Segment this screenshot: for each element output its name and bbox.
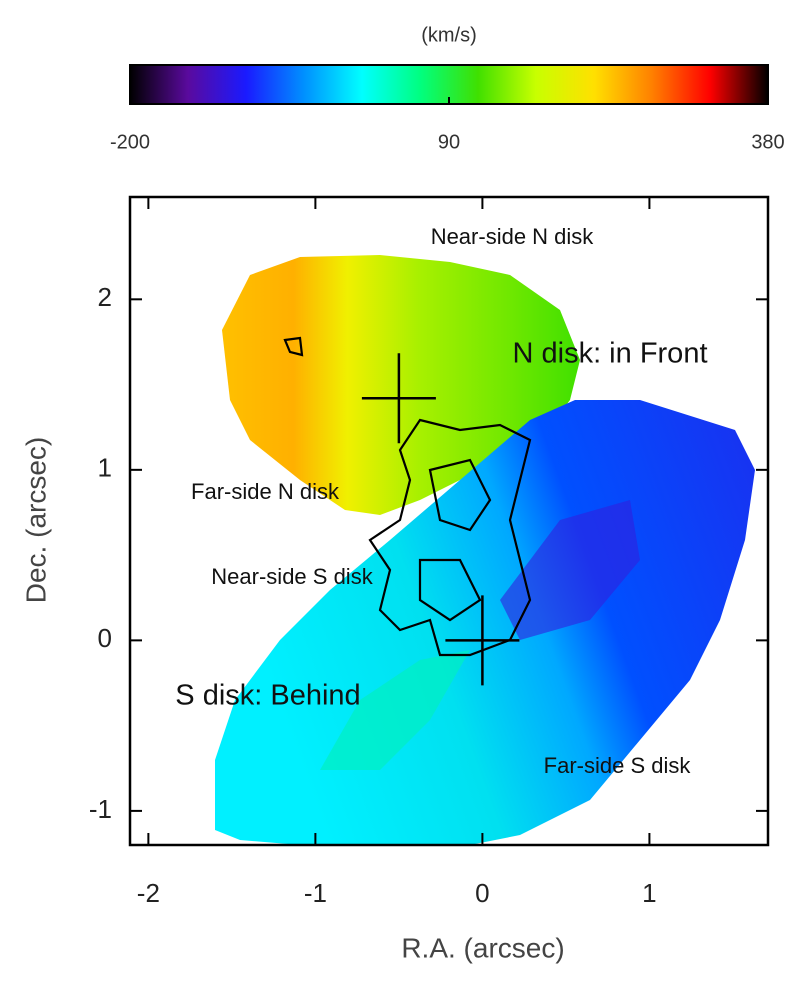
x-tick-label: 0 [475, 878, 489, 908]
annotation: Far-side N disk [191, 479, 340, 504]
annotation: Near-side S disk [211, 564, 373, 589]
annotation: Near-side N disk [431, 224, 595, 249]
colorbar-tick-label: 90 [438, 131, 460, 153]
south-disk-core [500, 500, 640, 640]
center-cross [445, 595, 520, 686]
annotation: N disk: in Front [513, 338, 708, 370]
colorbar-tick-label: 380 [751, 131, 784, 153]
x-axis-title: R.A. (arcsec) [401, 932, 564, 963]
x-tick-label: -1 [304, 878, 327, 908]
south-disk-green [320, 650, 470, 770]
contours [283, 336, 532, 657]
annotation: Far-side S disk [544, 753, 692, 778]
annotation: S disk: Behind [175, 680, 360, 712]
x-tick-label: 1 [642, 878, 656, 908]
y-tick-label: 0 [98, 623, 112, 653]
y-tick-label: 2 [98, 282, 112, 312]
center-cross [361, 353, 436, 444]
plot-frame [128, 195, 770, 847]
north-disk [222, 255, 580, 515]
y-axis-title: Dec. (arcsec) [20, 437, 51, 603]
velocity-field [215, 255, 755, 845]
y-tick-label: -1 [89, 794, 112, 824]
colorbar-tick-label: -200 [110, 131, 150, 153]
colorbar-label: (km/s) [421, 24, 477, 46]
x-tick-label: -2 [137, 878, 160, 908]
y-tick-label: 1 [98, 453, 112, 483]
